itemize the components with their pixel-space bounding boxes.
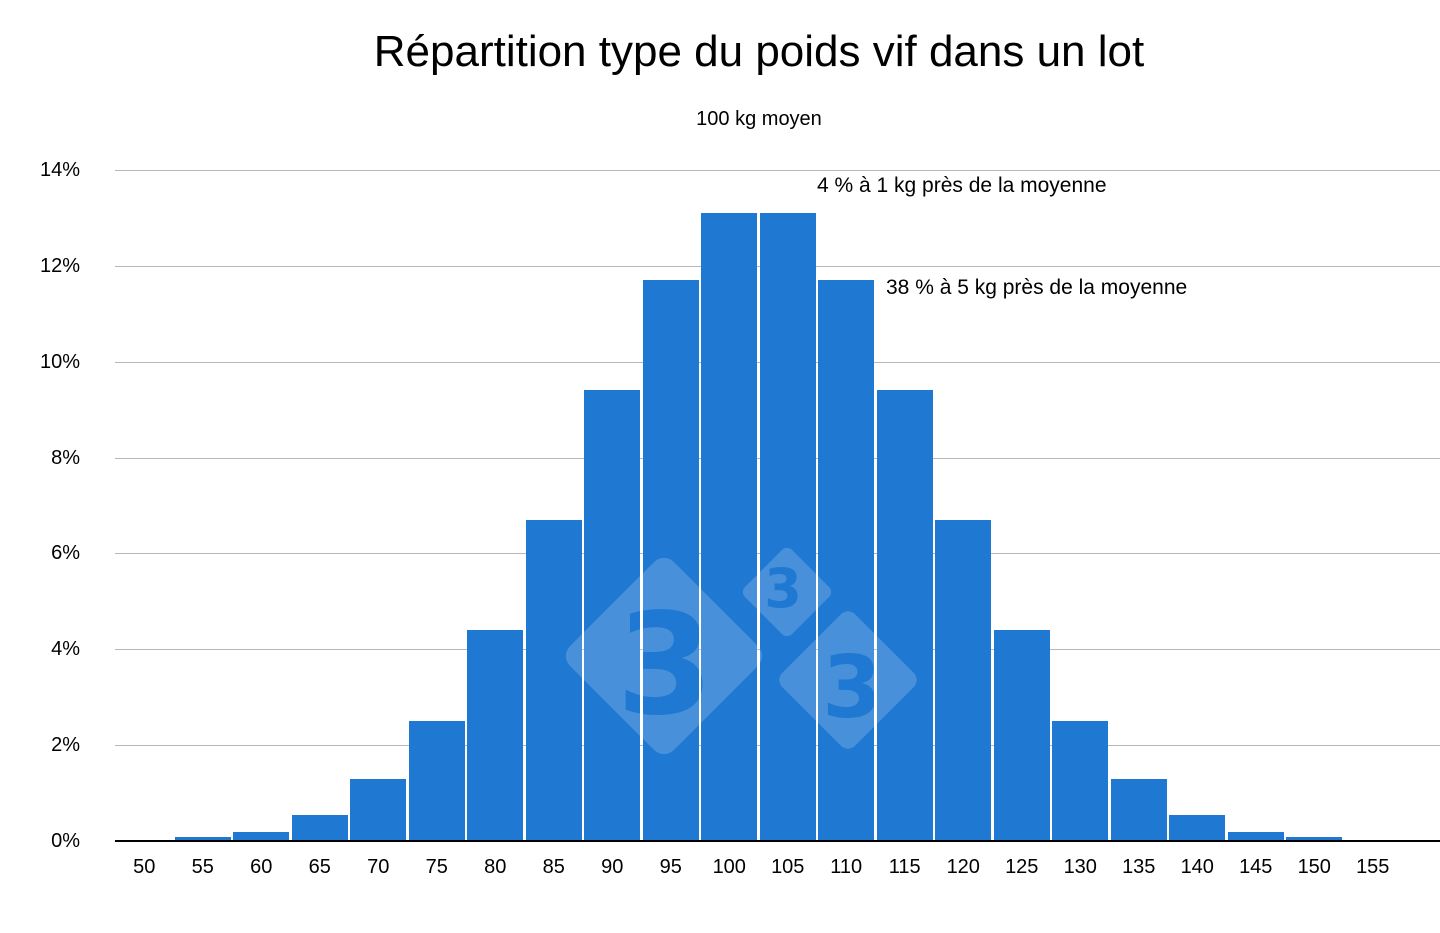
- x-tick-label: 55: [191, 856, 214, 878]
- chart-subtitle: 100 kg moyen: [696, 108, 822, 130]
- bar-80kg: [467, 630, 524, 841]
- bar-140kg: [1169, 814, 1226, 841]
- x-tick-label: 150: [1297, 856, 1331, 878]
- y-tick-label: 4%: [51, 638, 80, 660]
- bar-75kg: [408, 721, 465, 841]
- bar-70kg: [350, 778, 407, 841]
- x-tick-label: 80: [484, 856, 507, 878]
- y-tick-label: 8%: [51, 447, 80, 469]
- x-tick-label: 100: [712, 856, 746, 878]
- x-tick-label: 110: [830, 856, 863, 878]
- x-axis-line: [115, 840, 1440, 842]
- x-tick-label: 95: [659, 856, 682, 878]
- bar-55kg: [174, 837, 231, 841]
- x-tick-label: 130: [1063, 856, 1097, 878]
- x-tick-label: 125: [1005, 856, 1039, 878]
- x-tick-label: 90: [601, 856, 624, 878]
- gridline-14%: [115, 170, 1440, 171]
- x-tick-label: 115: [888, 856, 921, 878]
- chart-title: Répartition type du poids vif dans un lo…: [373, 27, 1145, 76]
- annotation-5kg: 38 % à 5 kg près de la moyenne: [886, 276, 1188, 299]
- x-tick-label: 60: [250, 856, 273, 878]
- y-tick-label: 6%: [51, 542, 80, 564]
- x-tick-label: 75: [425, 856, 448, 878]
- y-tick-label: 10%: [39, 351, 80, 373]
- bar-115kg: [876, 390, 933, 841]
- x-tick-label: 50: [133, 856, 156, 878]
- bar-95kg: [642, 280, 699, 841]
- bar-110kg: [818, 280, 875, 841]
- bar-85kg: [525, 519, 582, 841]
- x-tick-label: 155: [1356, 856, 1390, 878]
- bar-60kg: [233, 832, 290, 841]
- bar-90kg: [584, 390, 641, 841]
- y-tick-label: 2%: [51, 734, 80, 756]
- x-tick-label: 65: [308, 856, 331, 878]
- y-tick-label: 14%: [39, 159, 80, 181]
- x-tick-label: 140: [1180, 856, 1214, 878]
- bar-120kg: [935, 519, 992, 841]
- y-tick-label: 12%: [39, 255, 80, 277]
- bar-150kg: [1286, 837, 1343, 841]
- x-tick-label: 85: [542, 856, 565, 878]
- bar-130kg: [1052, 721, 1109, 841]
- x-tick-label: 105: [771, 856, 805, 878]
- bar-145kg: [1227, 832, 1284, 841]
- x-tick-label: 135: [1122, 856, 1156, 878]
- x-tick-label: 120: [946, 856, 980, 878]
- bar-105kg: [759, 213, 816, 841]
- annotation-1kg: 4 % à 1 kg près de la moyenne: [817, 174, 1107, 197]
- bar-65kg: [291, 814, 348, 841]
- x-tick-label: 70: [367, 856, 390, 878]
- bar-135kg: [1110, 778, 1167, 841]
- x-tick-label: 145: [1239, 856, 1273, 878]
- y-tick-label: 0%: [51, 830, 80, 852]
- bar-125kg: [993, 630, 1050, 841]
- bar-100kg: [701, 213, 758, 841]
